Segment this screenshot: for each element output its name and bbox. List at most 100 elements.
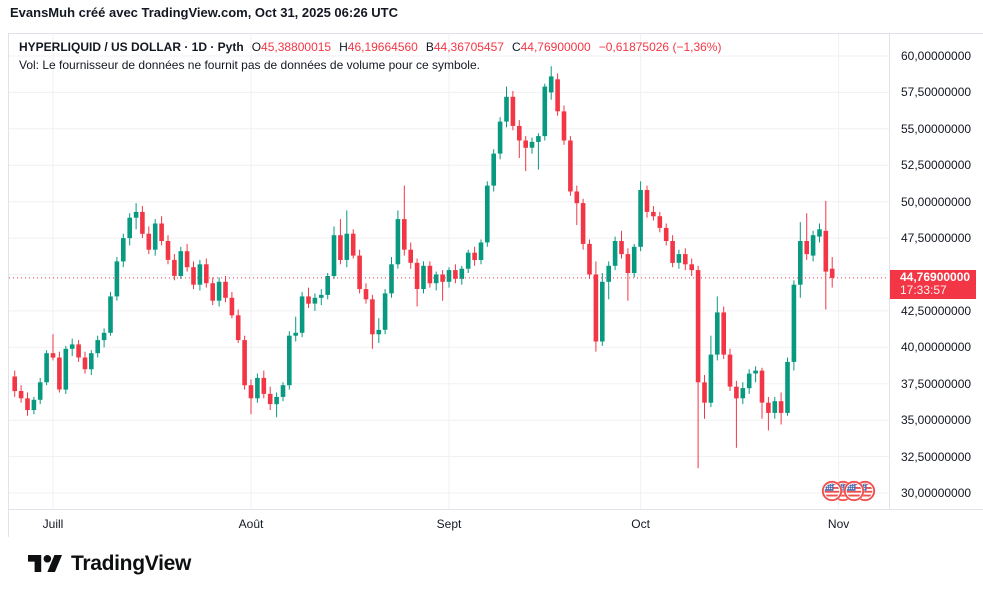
candle-body (287, 335, 292, 386)
candle-body (172, 259, 177, 276)
us-flag-icon[interactable] (843, 480, 865, 502)
candle-body (76, 344, 81, 358)
candle-body (108, 296, 113, 333)
price-tick-label: 57,50000000 (901, 85, 972, 100)
price-tick-label: 37,50000000 (901, 376, 972, 391)
candle-body (778, 401, 784, 413)
price-tick-label: 50,00000000 (901, 194, 972, 209)
candle-body (670, 241, 675, 263)
candle-body (817, 229, 822, 237)
candle-body (121, 238, 126, 262)
candle-body (376, 329, 382, 335)
candle-body (95, 340, 100, 354)
us-flag-icon[interactable] (821, 480, 843, 502)
candle-body (734, 386, 739, 399)
chart-canvas[interactable] (9, 34, 889, 509)
candle-body (657, 216, 663, 228)
last-price-value: 44,76900000 (900, 270, 971, 284)
candle-body (663, 227, 669, 241)
candle-body (261, 377, 267, 394)
candle-body (504, 96, 509, 122)
candle-body (306, 296, 311, 304)
candle-body (791, 284, 797, 362)
chart-plot-area[interactable]: HYPERLIQUID / US DOLLAR · 1D · Pyth O45,3… (9, 34, 889, 509)
candle-body (631, 246, 637, 273)
candle-body (523, 140, 528, 148)
time-tick-label: Nov (827, 517, 850, 531)
candle-body (159, 223, 164, 241)
last-price-badge: 44,76900000 17:33:57 (890, 270, 976, 299)
candle-body (478, 242, 484, 260)
candle-body (517, 125, 522, 141)
candle-body (338, 235, 343, 260)
candle-body (350, 233, 356, 256)
time-tick-label: Sept (436, 517, 462, 531)
candle-body (561, 111, 567, 141)
candle-body (12, 376, 17, 392)
candle-body (804, 241, 809, 255)
candle-body (408, 249, 413, 263)
candle-body (344, 233, 350, 260)
candle-body (127, 217, 132, 239)
candle-body (485, 185, 490, 243)
candle-body (165, 241, 171, 260)
candle-body (274, 396, 279, 405)
bar-countdown: 17:33:57 (900, 283, 947, 297)
candle-body (465, 252, 471, 269)
candle-body (548, 76, 554, 93)
candle-body (568, 140, 573, 192)
candle-body (829, 268, 835, 278)
candle-body (223, 281, 228, 298)
candle-body (510, 96, 516, 126)
candle-body (229, 297, 235, 316)
candle-body (721, 312, 726, 355)
candle-body (651, 211, 656, 217)
event-flag-markers[interactable] (821, 480, 879, 502)
candle-body (255, 377, 260, 399)
candle-body (389, 264, 394, 294)
price-tick-label: 40,00000000 (901, 340, 972, 355)
time-tick-label: Oct (631, 517, 650, 531)
candle-body (204, 264, 209, 284)
candle-body (197, 264, 203, 285)
candle-body (63, 348, 69, 390)
price-axis[interactable]: 30,00000000 32,50000000 35,00000000 37,5000… (889, 34, 983, 509)
candle-body (574, 191, 580, 204)
time-axis[interactable]: Juill Août Sept Oct Nov (9, 509, 983, 538)
candle-body (453, 270, 458, 279)
candle-body (57, 357, 62, 390)
tradingview-logo-icon (28, 555, 62, 572)
price-tick-label: 42,50000000 (901, 303, 972, 318)
candle-body (18, 391, 24, 399)
price-tick-label: 47,50000000 (901, 231, 972, 246)
candle-body (810, 235, 816, 256)
snapshot-attribution: EvansMuh créé avec TradingView.com, Oct … (10, 5, 399, 20)
candle-body (101, 332, 107, 341)
volume-note: Vol: Le fournisseur de données ne fourni… (19, 58, 480, 72)
candle-body (382, 293, 388, 330)
candle-body (472, 252, 477, 260)
candle-body (823, 230, 829, 272)
candle-body (37, 382, 43, 400)
price-tick-label: 55,00000000 (901, 121, 972, 136)
candle-body (395, 219, 401, 265)
legend-symbol-row: HYPERLIQUID / US DOLLAR · 1D · Pyth O45,3… (19, 38, 721, 56)
symbol-title[interactable]: HYPERLIQUID / US DOLLAR · 1D · Pyth (19, 40, 244, 54)
price-tick-label: 30,00000000 (901, 486, 972, 500)
candle-body (529, 141, 535, 148)
candle-body (242, 340, 247, 386)
candle-body (146, 233, 152, 250)
candle-body (31, 399, 37, 410)
candle-body (427, 265, 433, 284)
candle-body (319, 294, 324, 298)
candle-body (312, 297, 318, 304)
candle-body (50, 353, 56, 358)
tradingview-logo[interactable]: TradingView (28, 551, 191, 576)
low-value: B44,36705457 (425, 40, 504, 54)
candle-body (184, 251, 190, 268)
candle-body (727, 354, 733, 387)
time-tick-label: Juill (42, 517, 64, 531)
candle-body (555, 79, 560, 112)
candle-body (491, 153, 496, 186)
candle-body (612, 241, 618, 266)
